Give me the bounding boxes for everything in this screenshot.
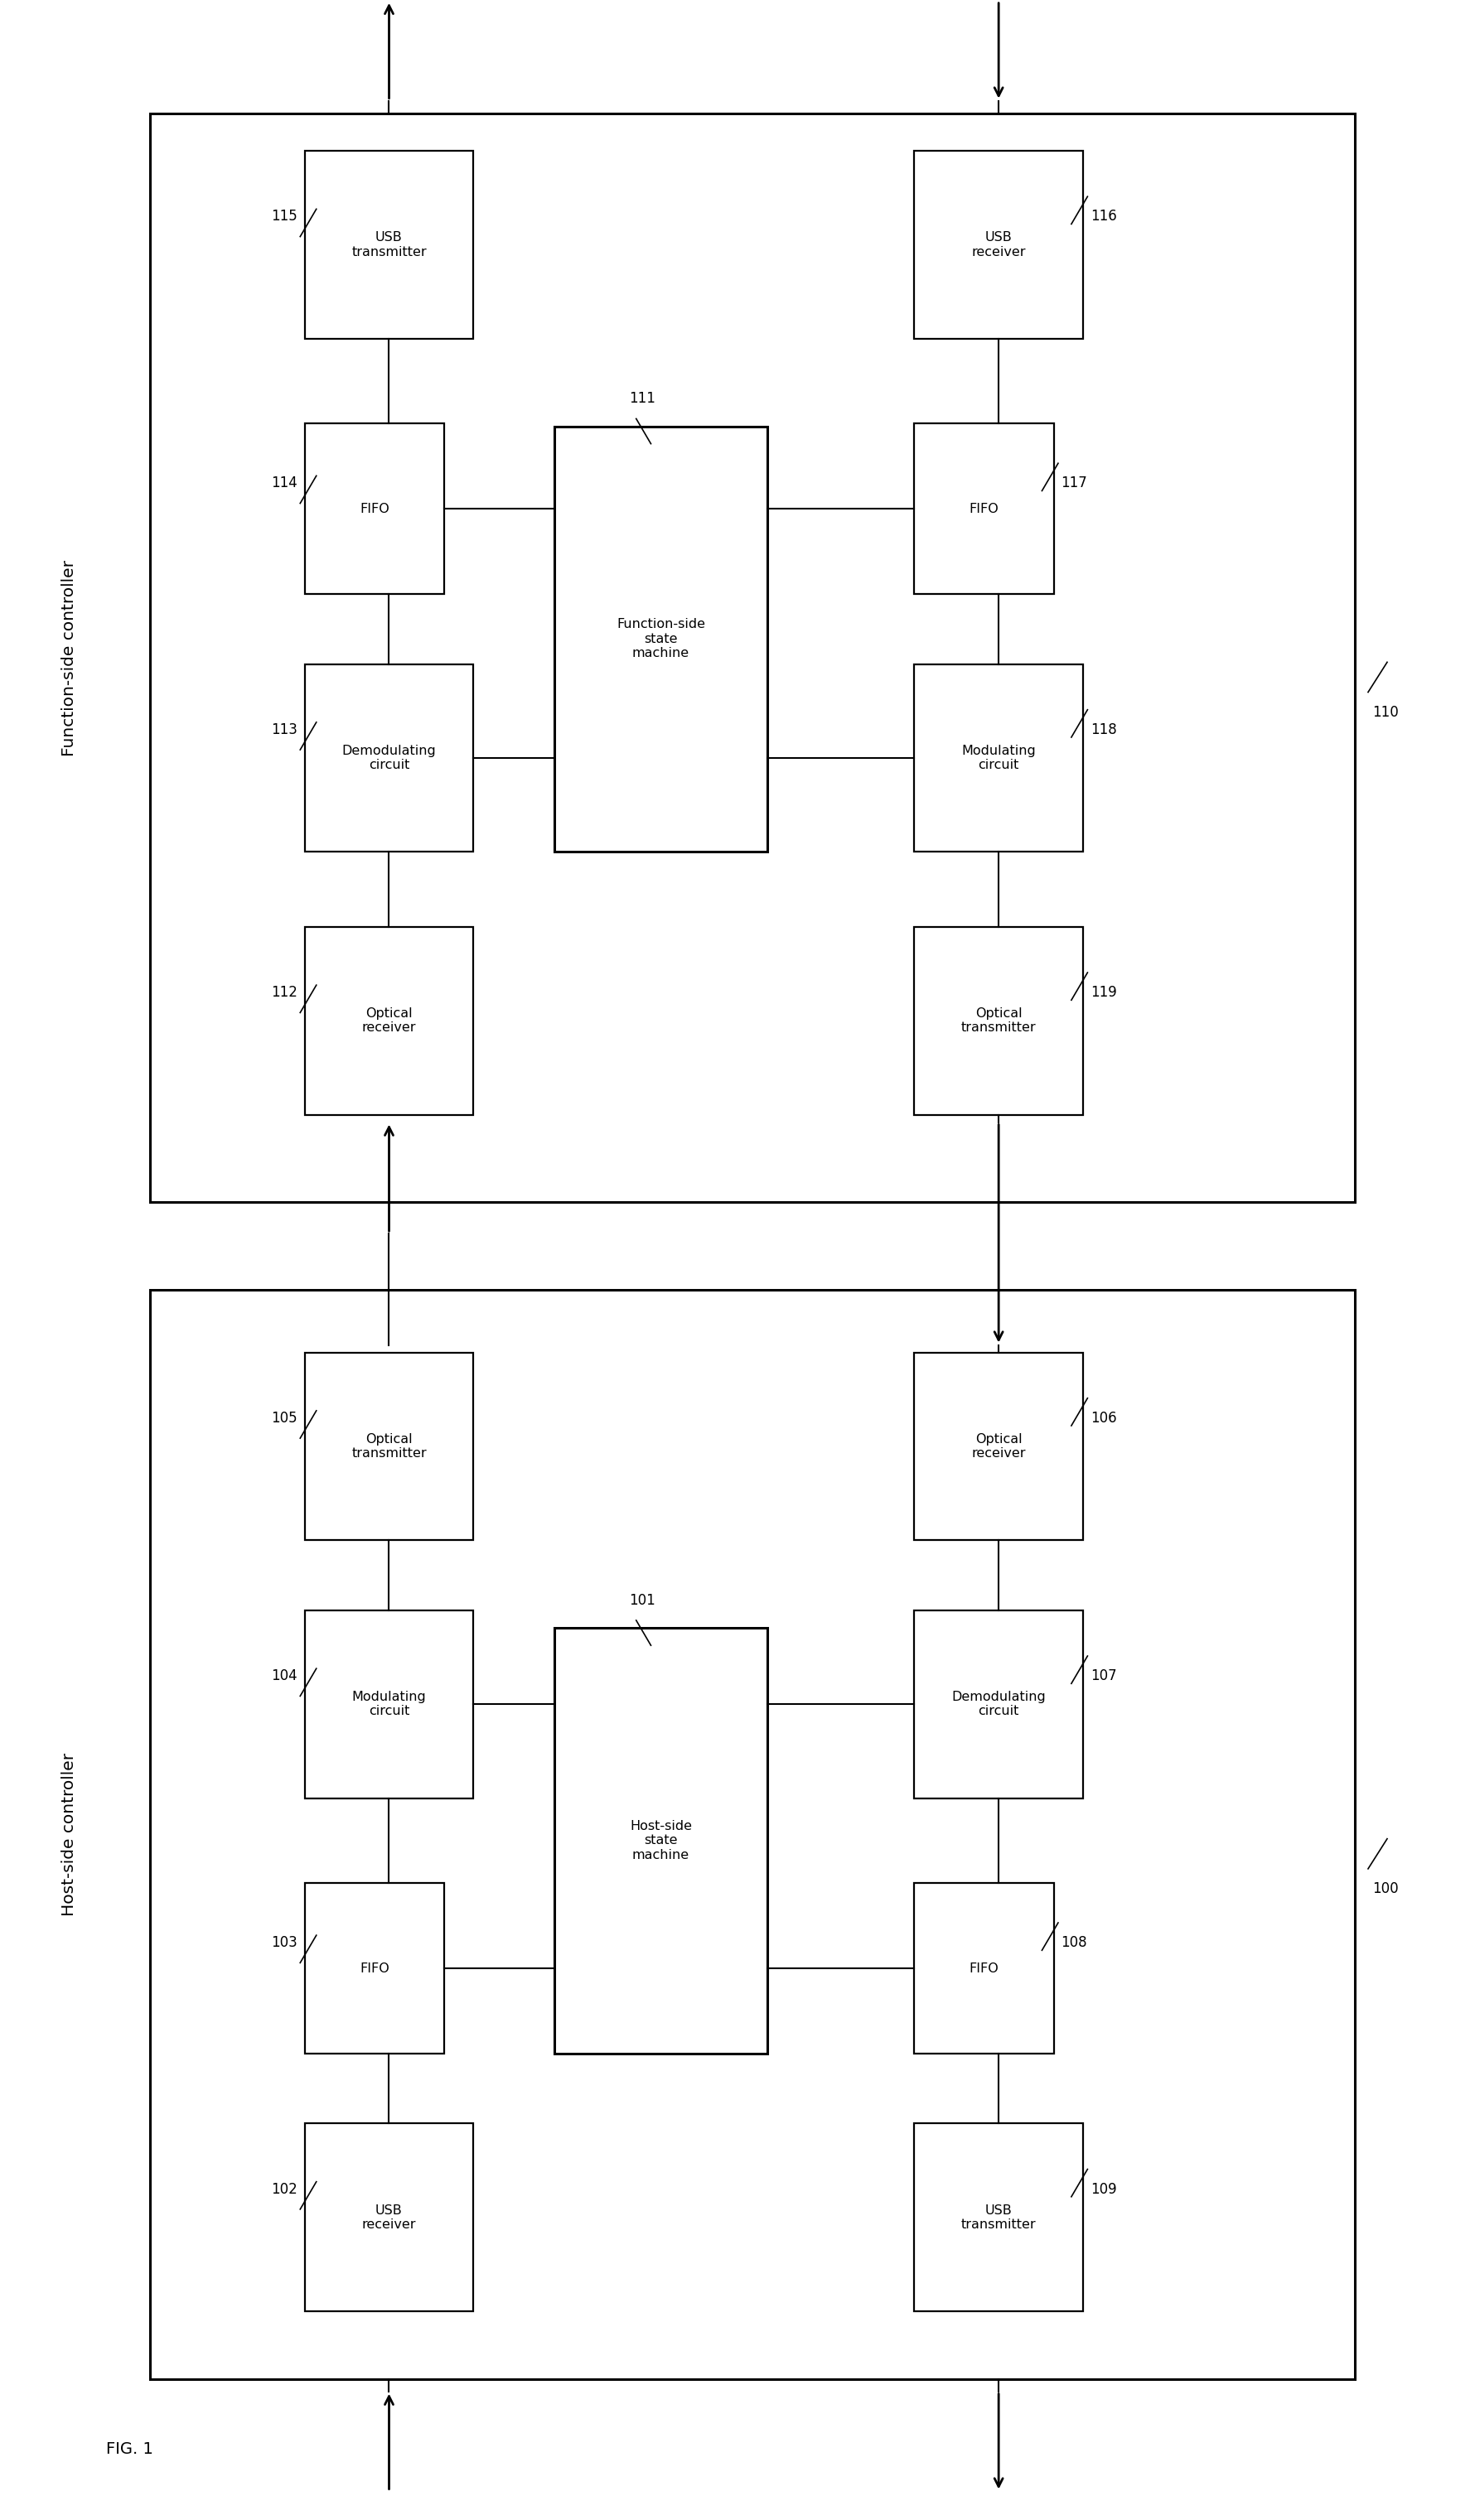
Text: 106: 106 <box>1090 1411 1117 1426</box>
Text: 113: 113 <box>271 723 296 738</box>
Bar <box>304 665 473 852</box>
Text: 109: 109 <box>1090 2182 1117 2197</box>
Bar <box>304 1882 444 2054</box>
Bar <box>913 1353 1083 1540</box>
Bar <box>150 113 1354 1202</box>
Text: Optical
transmitter: Optical transmitter <box>960 1008 1035 1033</box>
Bar <box>304 1610 473 1799</box>
Bar <box>555 1628 767 2054</box>
Text: USB
receiver: USB receiver <box>361 2205 416 2230</box>
Text: FIFO: FIFO <box>969 1963 999 1976</box>
Text: FIFO: FIFO <box>360 501 389 514</box>
Text: 105: 105 <box>271 1411 296 1426</box>
Text: USB
receiver: USB receiver <box>971 232 1025 257</box>
Bar <box>913 151 1083 338</box>
Text: Demodulating
circuit: Demodulating circuit <box>951 1691 1046 1719</box>
Text: 100: 100 <box>1372 1882 1398 1895</box>
Text: Demodulating
circuit: Demodulating circuit <box>342 743 437 771</box>
Text: 108: 108 <box>1061 1935 1087 1950</box>
Bar <box>304 1353 473 1540</box>
Text: 111: 111 <box>628 391 655 406</box>
Bar <box>913 2124 1083 2311</box>
Bar <box>304 151 473 338</box>
Bar <box>913 927 1083 1114</box>
Text: Modulating
circuit: Modulating circuit <box>351 1691 426 1719</box>
Bar <box>913 1882 1053 2054</box>
Bar <box>913 1610 1083 1799</box>
Text: Function-side
state
machine: Function-side state machine <box>617 617 705 660</box>
Bar <box>913 423 1053 595</box>
Text: Optical
transmitter: Optical transmitter <box>351 1434 426 1459</box>
Text: 103: 103 <box>271 1935 296 1950</box>
Text: 117: 117 <box>1061 476 1087 491</box>
Bar <box>304 2124 473 2311</box>
Text: 104: 104 <box>271 1668 296 1683</box>
Text: 110: 110 <box>1372 706 1398 721</box>
Text: USB
transmitter: USB transmitter <box>351 232 426 257</box>
Text: 116: 116 <box>1090 209 1117 224</box>
Text: Optical
receiver: Optical receiver <box>971 1434 1025 1459</box>
Text: 119: 119 <box>1090 985 1117 1000</box>
Text: Host-side controller: Host-side controller <box>62 1754 77 1915</box>
Text: USB
transmitter: USB transmitter <box>960 2205 1035 2230</box>
Text: Function-side controller: Function-side controller <box>62 559 77 756</box>
Text: Modulating
circuit: Modulating circuit <box>960 743 1035 771</box>
Bar <box>913 665 1083 852</box>
Text: 101: 101 <box>628 1593 655 1608</box>
Text: Optical
receiver: Optical receiver <box>361 1008 416 1033</box>
Bar <box>304 423 444 595</box>
Text: 107: 107 <box>1090 1668 1117 1683</box>
Bar <box>304 927 473 1114</box>
Text: 102: 102 <box>271 2182 296 2197</box>
Text: FIFO: FIFO <box>969 501 999 514</box>
Text: Host-side
state
machine: Host-side state machine <box>630 1819 692 1862</box>
Text: FIFO: FIFO <box>360 1963 389 1976</box>
Text: 115: 115 <box>271 209 296 224</box>
Text: 114: 114 <box>271 476 296 491</box>
Bar <box>555 426 767 852</box>
Text: 118: 118 <box>1090 723 1117 738</box>
Text: 112: 112 <box>271 985 296 1000</box>
Text: FIG. 1: FIG. 1 <box>106 2442 153 2457</box>
Bar <box>150 1290 1354 2379</box>
